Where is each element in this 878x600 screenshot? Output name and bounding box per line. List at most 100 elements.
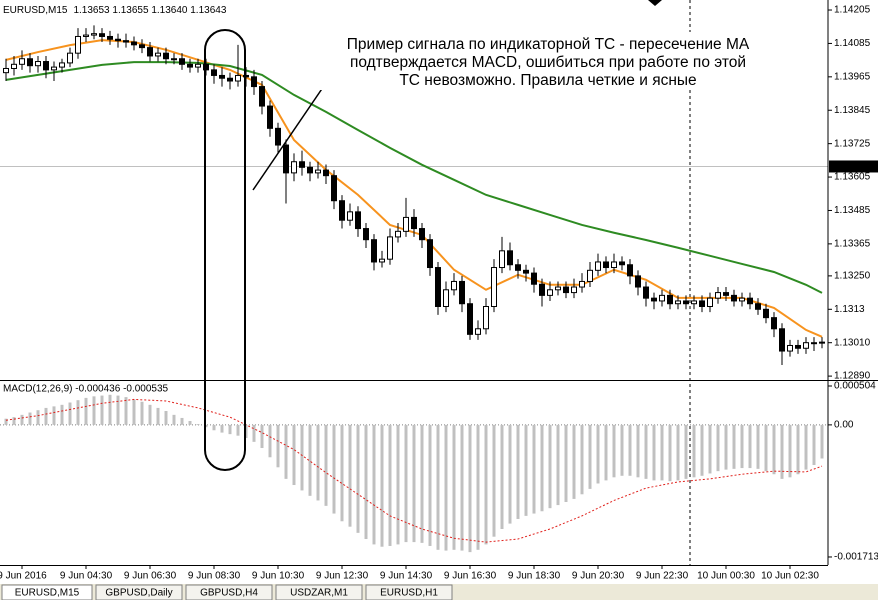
tab[interactable] bbox=[365, 584, 453, 600]
macd-bar bbox=[508, 424, 512, 524]
tab[interactable] bbox=[1, 584, 93, 600]
candle-body bbox=[83, 34, 89, 37]
candle-body bbox=[51, 66, 57, 71]
macd-bar bbox=[444, 424, 448, 551]
macd-bar bbox=[12, 417, 16, 425]
plot-layer: 1.14205 1.14085 1.13965 1.13845 1.13725 1.136… bbox=[0, 5, 878, 582]
macd-bar bbox=[556, 424, 560, 506]
candle-body bbox=[587, 269, 593, 282]
candle-body bbox=[291, 161, 297, 174]
macd-bar bbox=[52, 406, 56, 425]
tab-label[interactable]: EURUSD,H1 bbox=[380, 588, 438, 599]
macd-bar bbox=[708, 424, 712, 474]
x-tick-label: 9 Jun 08:30 bbox=[188, 571, 241, 582]
y-tick-label: 1.12890 bbox=[834, 371, 871, 382]
candle-body bbox=[451, 280, 457, 291]
candle-body bbox=[355, 211, 361, 230]
candle-body bbox=[155, 52, 161, 57]
macd-bar bbox=[796, 424, 800, 475]
x-tick-label: 9 Jun 04:30 bbox=[60, 571, 113, 582]
candle-body bbox=[539, 283, 545, 296]
macd-bar bbox=[124, 397, 128, 425]
macd-bar bbox=[724, 424, 728, 470]
candle-body bbox=[771, 317, 777, 330]
tab[interactable] bbox=[95, 584, 183, 600]
macd-bar bbox=[116, 395, 120, 425]
candle-body bbox=[459, 280, 465, 305]
macd-bar bbox=[684, 424, 688, 479]
macd-bar bbox=[436, 424, 440, 550]
macd-bar bbox=[388, 424, 392, 546]
x-tick-label: 9 Jun 2016 bbox=[0, 571, 47, 582]
macd-bar bbox=[740, 424, 744, 469]
candle-body bbox=[643, 286, 649, 299]
macd-bar bbox=[300, 424, 304, 491]
y-tick-label: 0.000504 bbox=[834, 381, 876, 392]
candle-body bbox=[171, 58, 177, 61]
candle-body bbox=[467, 303, 473, 335]
y-tick-label: 1.13965 bbox=[834, 71, 871, 82]
macd-bar bbox=[700, 424, 704, 476]
candle-body bbox=[435, 267, 441, 308]
macd-bar bbox=[644, 424, 648, 479]
macd-bar bbox=[596, 424, 600, 484]
tab-label[interactable]: GBPUSD,H4 bbox=[200, 588, 258, 599]
candle-body bbox=[811, 342, 817, 345]
candle-body bbox=[195, 63, 201, 68]
candle-body bbox=[403, 216, 409, 232]
candle-body bbox=[379, 258, 385, 263]
pointer-line bbox=[252, 76, 331, 191]
tab-label[interactable]: GBPUSD,Daily bbox=[105, 588, 172, 599]
macd-bar bbox=[764, 424, 768, 472]
macd-bar bbox=[316, 424, 320, 501]
candle-body bbox=[675, 300, 681, 305]
candle-body bbox=[739, 297, 745, 302]
candle-body bbox=[283, 144, 289, 174]
macd-bar bbox=[4, 418, 8, 425]
candle-body bbox=[331, 175, 337, 202]
macd-bar bbox=[172, 414, 176, 425]
macd-bar bbox=[612, 424, 616, 478]
annotation-line: ТС невозможно. Правила четкие и ясные bbox=[399, 72, 696, 89]
candle-body bbox=[667, 294, 673, 305]
y-tick-label: -0.001713 bbox=[834, 552, 878, 563]
macd-bar bbox=[692, 424, 696, 478]
candle-body bbox=[483, 306, 489, 330]
annotation-background bbox=[300, 32, 796, 90]
candle-body bbox=[547, 289, 553, 296]
tab-label[interactable]: USDZAR,M1 bbox=[290, 588, 348, 599]
macd-bar bbox=[732, 424, 736, 469]
macd-bar bbox=[572, 424, 576, 499]
macd-bar bbox=[108, 394, 112, 425]
tab-label[interactable]: EURUSD,M15 bbox=[15, 588, 80, 599]
macd-bar bbox=[540, 424, 544, 512]
x-tick-label: 9 Jun 18:30 bbox=[508, 571, 561, 582]
macd-bar bbox=[668, 424, 672, 482]
macd-bar bbox=[260, 424, 264, 449]
candle-body bbox=[75, 35, 81, 54]
macd-bar bbox=[324, 424, 328, 506]
candle-body bbox=[595, 261, 601, 271]
candle-body bbox=[715, 292, 721, 299]
candle-body bbox=[803, 342, 809, 349]
annotation-line: Пример сигнала по индикаторной ТС - пере… bbox=[347, 36, 750, 53]
macd-bar bbox=[44, 407, 48, 425]
macd-bar bbox=[276, 424, 280, 468]
macd-bar bbox=[36, 410, 40, 425]
candle-body bbox=[419, 228, 425, 241]
tab[interactable] bbox=[185, 584, 273, 600]
candle-body bbox=[43, 61, 49, 71]
candle-body bbox=[163, 52, 169, 60]
candle-body bbox=[219, 74, 225, 79]
y-tick-label: 1.13365 bbox=[834, 239, 871, 250]
y-tick-label: 1.13010 bbox=[834, 337, 871, 348]
macd-bar bbox=[380, 424, 384, 547]
macd-bar bbox=[420, 424, 424, 543]
x-tick-label: 9 Jun 16:30 bbox=[444, 571, 497, 582]
candle-body bbox=[635, 275, 641, 288]
tab[interactable] bbox=[275, 584, 363, 600]
candle-body bbox=[723, 292, 729, 296]
macd-bar bbox=[716, 424, 720, 472]
candle-body bbox=[555, 286, 561, 291]
